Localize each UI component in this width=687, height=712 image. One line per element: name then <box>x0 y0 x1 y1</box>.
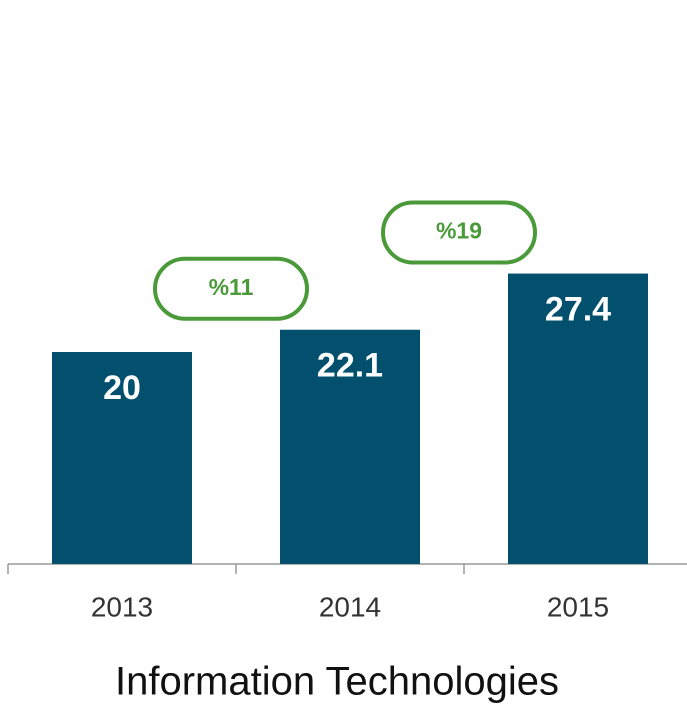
value-label: 22.1 <box>317 347 383 385</box>
value-label: 20 <box>103 369 141 407</box>
growth-label: %11 <box>209 274 254 300</box>
x-tick-label: 2014 <box>319 591 381 622</box>
growth-label: %19 <box>436 218 482 244</box>
x-tick-label: 2013 <box>91 591 153 622</box>
bar <box>508 273 648 564</box>
value-label: 27.4 <box>545 291 611 329</box>
bar <box>280 329 420 564</box>
x-tick-label: 2015 <box>547 591 609 622</box>
bar <box>52 352 192 564</box>
growth-badge <box>381 200 537 265</box>
x-axis-title: Information Technologies <box>115 660 559 704</box>
growth-badge <box>153 256 309 321</box>
